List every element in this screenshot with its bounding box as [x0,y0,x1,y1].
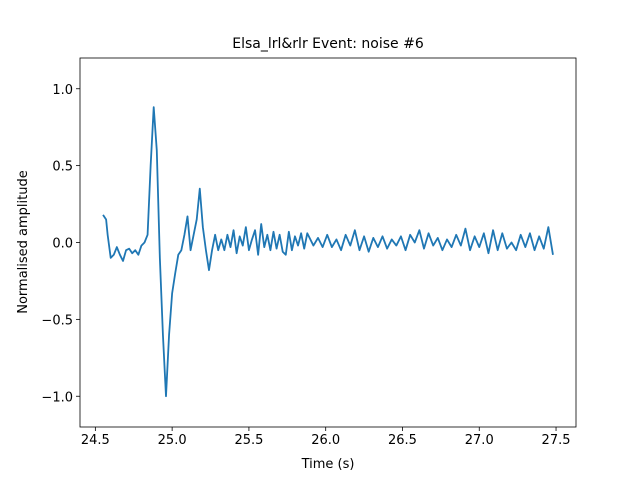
y-tick-label: −0.5 [41,313,73,328]
x-tick-label: 25.5 [234,433,263,448]
chart-title: Elsa_lrl&rlr Event: noise #6 [232,36,424,52]
x-tick-label: 25.0 [158,433,187,448]
axes-frame [79,57,577,428]
y-tick-label: 0.5 [52,160,73,175]
x-tick-label: 27.5 [542,433,571,448]
y-tick-label: 0.0 [52,237,73,252]
x-tick-label: 26.5 [388,433,417,448]
y-axis-label: Normalised amplitude [16,170,31,314]
x-tick-label: 27.0 [465,433,494,448]
data-line [102,106,554,398]
x-axis-label: Time (s) [301,457,355,472]
x-tick-label: 24.5 [81,433,110,448]
x-tick-label: 26.0 [311,433,340,448]
y-tick-label: −1.0 [41,390,73,405]
y-tick-label: 1.0 [52,83,73,98]
